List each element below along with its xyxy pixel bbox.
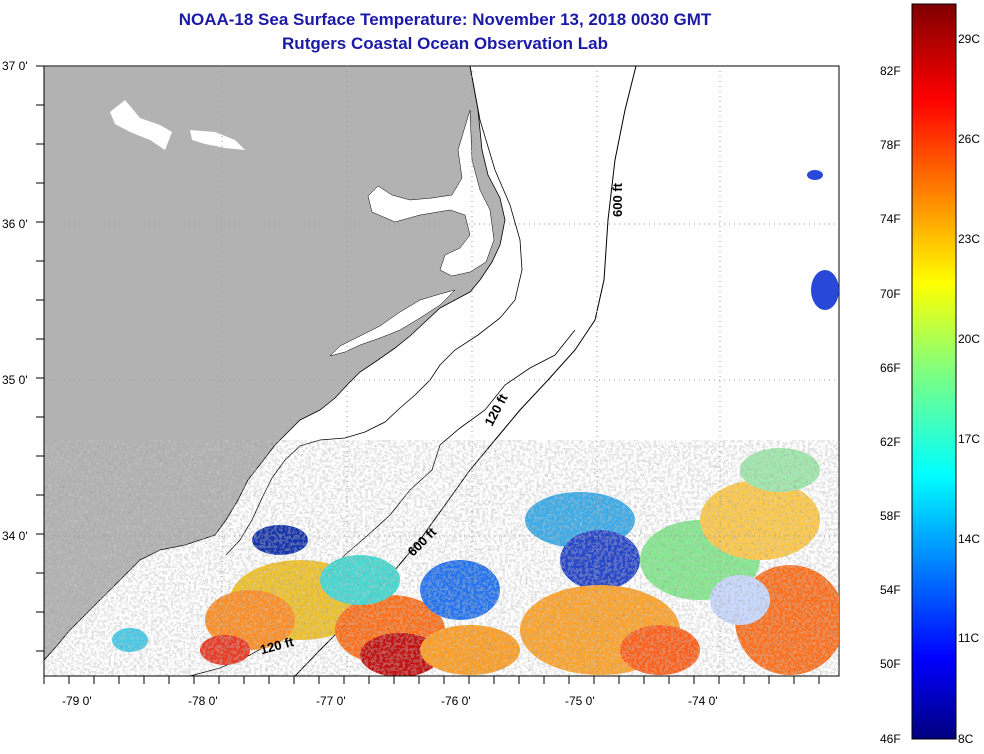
colorbar-f-label: 82F [880,64,901,78]
lat-label: 35 0' [2,373,28,387]
colorbar-f-label: 62F [880,435,901,449]
lat-label: 37 0' [2,59,28,73]
isobath-label: 600 ft [610,182,625,217]
axis-ticks [43,66,839,677]
lon-label: -76 0' [441,694,471,708]
colorbar-c-label: 17C [958,432,981,446]
lon-label: -79 0' [62,694,92,708]
colorbar-c-label: 20C [958,332,981,346]
colorbar-c-label: 26C [958,132,981,146]
colorbar-f-label: 46F [880,732,901,746]
lat-label: 36 0' [2,217,28,231]
colorbar [911,3,957,740]
colorbar-c-label: 11C [958,631,980,645]
lon-label: -78 0' [188,694,218,708]
lon-label: -74 0' [688,694,718,708]
sound-inlet [367,109,495,277]
colorbar-f-label: 66F [880,361,901,375]
colorbar-f-label: 58F [880,509,901,523]
colorbar-c-label: 8C [958,732,974,746]
map-title: NOAA-18 Sea Surface Temperature: Novembe… [178,10,712,29]
colorbar-f-label: 74F [880,212,901,226]
map-subtitle: Rutgers Coastal Ocean Observation Lab [282,34,608,53]
colorbar-f-label: 50F [880,657,901,671]
lon-label: -77 0' [316,694,346,708]
lake [190,130,245,150]
grid-lines [44,66,839,676]
colorbar-f-label: 78F [880,138,901,152]
lat-label: 34 0' [2,529,28,543]
lon-label: -75 0' [565,694,595,708]
colorbar-c-label: 14C [958,532,981,546]
sound-inlet [329,289,456,357]
colorbar-f-label: 70F [880,287,901,301]
colorbar-c-label: 29C [958,32,981,46]
colorbar-f-label: 54F [880,583,901,597]
colorbar-c-label: 23C [958,232,981,246]
lake [110,100,172,150]
